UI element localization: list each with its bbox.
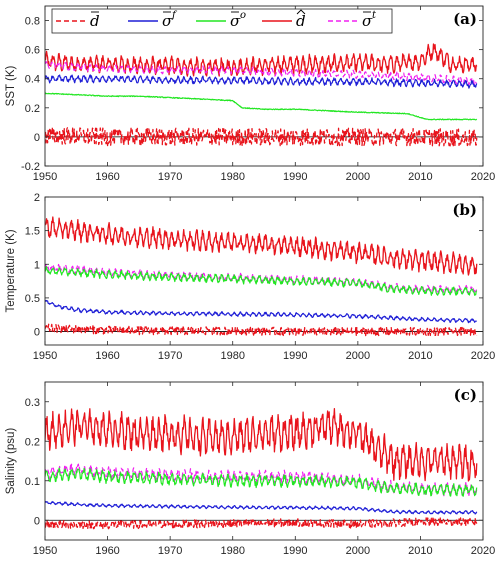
y-tick-label: 0 <box>34 515 40 527</box>
y-axis-label: Temperature (K) <box>5 229 17 312</box>
series-d-bar <box>45 323 478 337</box>
x-tick-label: 2000 <box>346 171 370 183</box>
y-tick-label: 0.4 <box>25 74 40 86</box>
x-tick-label: 1980 <box>220 350 244 362</box>
x-tick-label: 1950 <box>33 545 57 557</box>
y-tick-label: 0 <box>34 327 40 339</box>
x-tick-label: 2020 <box>471 545 495 557</box>
x-tick-label: 2020 <box>471 350 495 362</box>
series-d-hat <box>45 43 478 77</box>
legend-superscript: o <box>240 10 246 21</box>
x-tick-label: 1970 <box>158 171 182 183</box>
series-sigma-f <box>45 500 478 515</box>
series-sigma-o <box>45 467 478 497</box>
axes-box <box>44 5 484 167</box>
series-sigma-o <box>45 92 478 121</box>
x-tick-label: 1980 <box>220 171 244 183</box>
y-tick-label: 2 <box>34 192 40 204</box>
y-tick-label: 0.1 <box>25 476 40 488</box>
y-tick-label: 0.6 <box>25 45 40 57</box>
y-tick-label: 0.8 <box>25 16 40 28</box>
series-sigma-t <box>45 60 477 86</box>
legend-item-d-hat: d <box>262 9 306 30</box>
panel-b: 1950 1960 1970 1980 1990 2000 2010 2020 0 0.5 1 1.5… <box>5 192 495 362</box>
x-tick-label: 1990 <box>283 171 307 183</box>
y-axis-label: Salinity (psu) <box>5 428 17 495</box>
y-tick-label: 1 <box>34 259 40 271</box>
legend-hat-accent <box>296 9 306 15</box>
legend-label: σ <box>230 12 241 30</box>
x-tick-label: 2010 <box>408 545 432 557</box>
series-d-hat <box>45 407 478 482</box>
legend-label: d <box>296 12 306 30</box>
y-tick-label: 0.2 <box>25 436 40 448</box>
y-tick-label: 0.5 <box>25 293 40 305</box>
axes-box <box>44 381 484 541</box>
series-sigma-o <box>45 266 478 296</box>
y-axis-label: SST (K) <box>5 65 17 106</box>
panel-a: 1950 1960 1970 1980 1990 2000 2010 2020 -0.2 0 0.2… <box>5 5 495 183</box>
legend-label: d <box>90 12 100 30</box>
y-tick-label: 0.3 <box>25 397 40 409</box>
x-tick-label: 1970 <box>158 350 182 362</box>
axes-box <box>44 196 484 346</box>
x-tick-label: 1960 <box>95 350 119 362</box>
panel-label: (c) <box>454 386 477 404</box>
y-tick-label: -0.2 <box>21 161 40 173</box>
legend-item-d-bar: d <box>56 11 100 30</box>
series-sigma-f <box>45 74 478 89</box>
series-d-bar <box>45 517 478 530</box>
x-tick-label: 1980 <box>220 545 244 557</box>
x-tick-label: 2000 <box>346 545 370 557</box>
y-tick-label: 0 <box>34 132 40 144</box>
legend-superscript: f <box>171 10 178 21</box>
panel-label: (a) <box>453 10 477 28</box>
legend-superscript: t <box>372 10 377 21</box>
panel-c: 1950 1960 1970 1980 1990 2000 2010 2020 0 0.1 0.2 0… <box>5 381 495 557</box>
legend-label: σ <box>362 12 373 30</box>
series-d-bar <box>45 126 478 147</box>
x-tick-label: 1990 <box>283 350 307 362</box>
x-tick-label: 2000 <box>346 350 370 362</box>
series-sigma-f <box>45 299 477 324</box>
series-d-hat <box>45 216 478 276</box>
x-tick-label: 1970 <box>158 545 182 557</box>
x-tick-label: 2020 <box>471 171 495 183</box>
x-tick-label: 2010 <box>408 350 432 362</box>
x-tick-label: 1950 <box>33 350 57 362</box>
x-tick-label: 2010 <box>408 171 432 183</box>
panel-label: (b) <box>452 201 477 219</box>
x-tick-label: 1990 <box>283 545 307 557</box>
x-tick-label: 1960 <box>95 171 119 183</box>
x-tick-label: 1960 <box>95 545 119 557</box>
y-tick-label: 0.2 <box>25 103 40 115</box>
y-tick-label: 1.5 <box>25 226 40 238</box>
legend-label: σ <box>162 12 173 30</box>
x-tick-label: 1950 <box>33 171 57 183</box>
